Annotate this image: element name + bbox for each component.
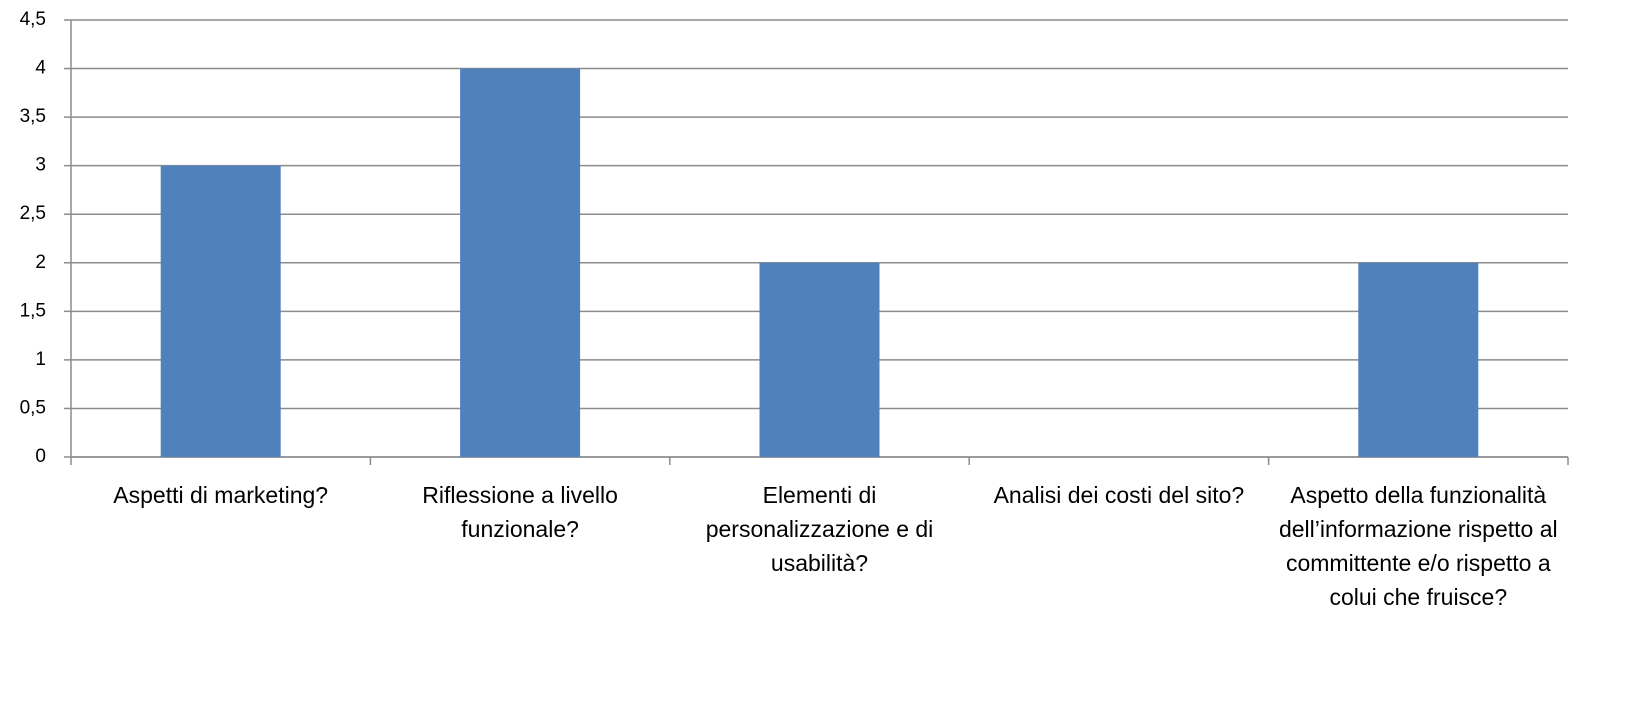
x-tick-label: Aspetto della funzionalità dell’informaz… xyxy=(1278,482,1558,610)
y-tick-label: 2 xyxy=(35,252,46,273)
x-tick-label: Aspetti di marketing? xyxy=(113,482,329,508)
bar xyxy=(1358,262,1479,457)
bar xyxy=(759,262,880,457)
x-tick-label: Riflessione a livello funzionale? xyxy=(422,482,618,542)
y-tick-label: 4,5 xyxy=(20,9,46,30)
y-tick-label: 3 xyxy=(35,155,46,176)
y-tick-label: 0 xyxy=(35,446,46,467)
y-tick-label: 4 xyxy=(35,58,46,79)
x-tick-label: Elementi di personalizzazione e di usabi… xyxy=(705,482,934,576)
x-tick-label: Analisi dei costi del sito? xyxy=(993,482,1245,508)
y-tick-label: 3,5 xyxy=(20,106,46,127)
bar xyxy=(160,165,281,457)
y-tick-label: 1,5 xyxy=(20,300,46,321)
bar xyxy=(460,68,581,458)
y-tick-label: 1 xyxy=(35,349,46,370)
y-tick-label: 0,5 xyxy=(20,397,46,418)
y-tick-label: 2,5 xyxy=(20,203,46,224)
